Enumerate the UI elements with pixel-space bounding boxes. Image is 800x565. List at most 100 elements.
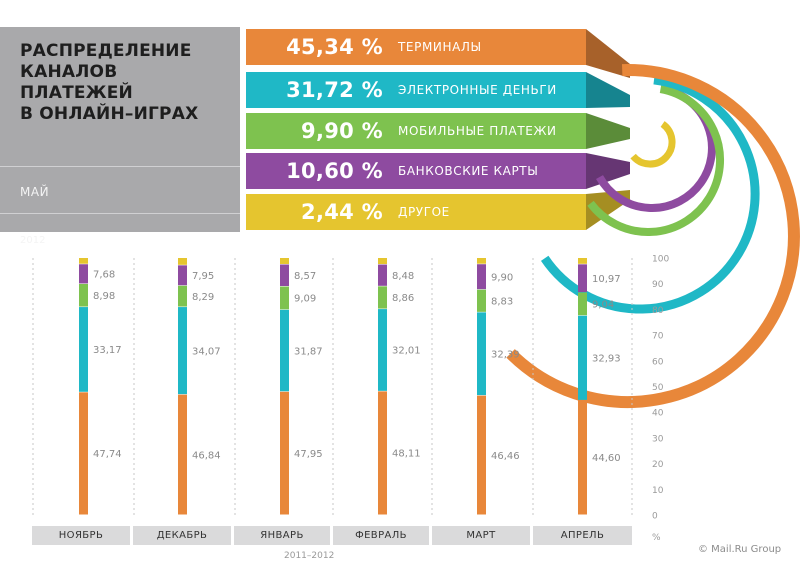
stack-segment xyxy=(477,289,486,312)
month-label: ЯНВАРЬ xyxy=(234,526,330,545)
band-rect xyxy=(246,194,586,230)
segment-label: 9,04 xyxy=(592,300,614,311)
band-fold xyxy=(586,29,630,78)
y-tick-label: 20 xyxy=(652,460,664,470)
segment-label: 8,98 xyxy=(93,291,115,302)
segment-label: 10,97 xyxy=(592,274,621,285)
stack-segment xyxy=(378,264,387,286)
band-fold xyxy=(586,113,630,149)
band-label: ТЕРМИНАЛЫ xyxy=(398,40,482,54)
segment-label: 8,83 xyxy=(491,297,513,308)
flow-arc xyxy=(540,75,760,314)
segment-label: 32,01 xyxy=(392,346,421,357)
month-label: МАРТ xyxy=(432,526,530,545)
stack-segment xyxy=(280,258,289,264)
segment-label: 8,57 xyxy=(294,271,316,282)
y-tick-label: 80 xyxy=(652,306,664,316)
stack-segment xyxy=(378,391,387,515)
y-tick-label: 70 xyxy=(652,332,664,342)
band-terminals: 45,34 % ТЕРМИНАЛЫ xyxy=(246,29,586,65)
stack-segment xyxy=(79,307,88,392)
band-rect xyxy=(246,153,586,189)
segment-label: 47,95 xyxy=(294,449,323,460)
flow-arc xyxy=(506,64,800,408)
y-tick-label: 40 xyxy=(652,409,664,419)
stack-segment xyxy=(477,258,486,264)
band-label: БАНКОВСКИЕ КАРТЫ xyxy=(398,164,539,178)
y-tick-label: 30 xyxy=(652,434,664,444)
stack-segment xyxy=(578,264,587,293)
stack-segment xyxy=(79,264,88,284)
band-percent: 9,90 % xyxy=(301,119,383,143)
band-mobile: 9,90 % МОБИЛЬНЫЕ ПЛАТЕЖИ xyxy=(246,113,586,149)
stack-segment xyxy=(280,286,289,310)
band-emoney: 31,72 % ЭЛЕКТРОННЫЕ ДЕНЬГИ xyxy=(246,72,586,108)
segment-label: 48,11 xyxy=(392,449,421,460)
stack-segment xyxy=(178,394,187,515)
stack-segment xyxy=(178,265,187,286)
stack-segment xyxy=(79,258,88,264)
y-tick-label: 50 xyxy=(652,383,664,393)
segment-label: 7,95 xyxy=(192,271,214,282)
stack-segment xyxy=(280,264,289,287)
period-month: МАЙ xyxy=(20,185,50,199)
y-tick-label: 0 xyxy=(652,512,658,522)
stack-segment xyxy=(79,392,88,515)
band-percent: 31,72 % xyxy=(286,78,383,102)
stack-segment xyxy=(280,391,289,515)
stack-segment xyxy=(578,400,587,515)
band-percent: 2,44 % xyxy=(301,200,383,224)
month-label: НОЯБРЬ xyxy=(32,526,130,545)
month-label: АПРЕЛЬ xyxy=(533,526,632,545)
segment-label: 46,84 xyxy=(192,450,221,461)
y-axis-unit: % xyxy=(652,533,661,543)
segment-label: 44,60 xyxy=(592,453,621,464)
month-label: ФЕВРАЛЬ xyxy=(333,526,429,545)
band-percent: 10,60 % xyxy=(286,159,383,183)
segment-label: 31,87 xyxy=(294,346,323,357)
band-label: ДРУГОЕ xyxy=(398,205,450,219)
band-other: 2,44 % ДРУГОЕ xyxy=(246,194,586,230)
band-rect xyxy=(246,29,586,65)
stack-segment xyxy=(378,258,387,265)
segment-label: 9,90 xyxy=(491,272,513,283)
segment-label: 9,09 xyxy=(294,294,316,305)
chart-title: РАСПРЕДЕЛЕНИЕ КАНАЛОВ ПЛАТЕЖЕЙ В ОНЛАЙН–… xyxy=(20,41,199,124)
band-cards: 10,60 % БАНКОВСКИЕ КАРТЫ xyxy=(246,153,586,189)
stack-segment xyxy=(178,258,187,265)
period-year: 2012 xyxy=(20,235,46,246)
period-caption: 2011–2012 xyxy=(284,551,335,561)
stack-segment xyxy=(578,258,587,264)
stack-segment xyxy=(477,312,486,396)
segment-label: 8,86 xyxy=(392,293,414,304)
y-tick-label: 10 xyxy=(652,486,664,496)
y-tick-label: 100 xyxy=(652,255,669,265)
flow-arc xyxy=(587,85,724,236)
band-label: МОБИЛЬНЫЕ ПЛАТЕЖИ xyxy=(398,124,557,138)
segment-label: 8,48 xyxy=(392,271,414,282)
title-divider xyxy=(0,166,240,167)
segment-label: 33,17 xyxy=(93,345,122,356)
stack-segment xyxy=(578,315,587,400)
band-label: ЭЛЕКТРОННЫЕ ДЕНЬГИ xyxy=(398,83,557,97)
stack-segment xyxy=(280,309,289,392)
segment-label: 8,29 xyxy=(192,292,214,303)
y-tick-label: 60 xyxy=(652,357,664,367)
stack-segment xyxy=(178,307,187,395)
flow-arc xyxy=(630,121,676,168)
stack-segment xyxy=(477,264,486,290)
band-fold xyxy=(586,72,630,108)
stack-segment xyxy=(178,285,187,307)
segment-label: 32,93 xyxy=(592,354,621,365)
month-divider xyxy=(0,213,240,214)
segment-label: 7,68 xyxy=(93,270,115,281)
band-percent: 45,34 % xyxy=(286,35,383,59)
segment-label: 46,46 xyxy=(491,451,520,462)
stack-segment xyxy=(578,292,587,316)
title-panel: РАСПРЕДЕЛЕНИЕ КАНАЛОВ ПЛАТЕЖЕЙ В ОНЛАЙН–… xyxy=(0,27,240,246)
copyright-credit: © Mail.Ru Group xyxy=(698,544,782,555)
segment-label: 34,07 xyxy=(192,346,221,357)
stack-segment xyxy=(378,286,387,309)
